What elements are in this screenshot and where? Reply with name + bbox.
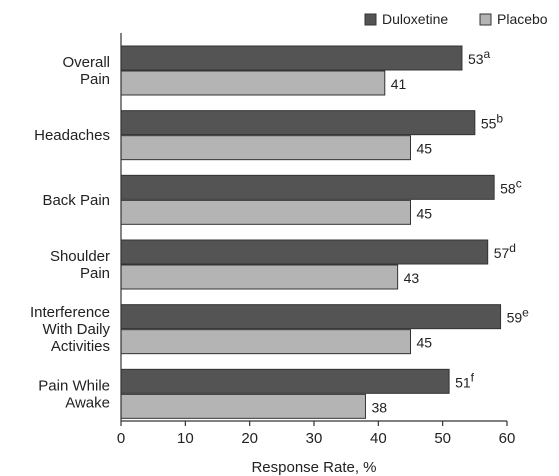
bar-duloxetine-4 [120, 304, 502, 330]
value-label-number: 43 [404, 270, 420, 286]
legend-swatch-0 [364, 13, 377, 26]
value-label-duloxetine-0: 53a [468, 47, 491, 67]
category-label-line: Shoulder [50, 248, 110, 265]
category-label-line: Overall [62, 54, 110, 71]
bar-placebo-3 [120, 264, 399, 290]
value-label-placebo-5: 38 [371, 399, 387, 415]
value-label-superscript: d [509, 241, 516, 255]
value-label-superscript: c [516, 176, 522, 190]
value-label-number: 58 [500, 180, 516, 196]
category-label-1: Headaches [34, 127, 110, 144]
category-label-line: Activities [51, 338, 110, 355]
category-label-0: Overall Pain [62, 54, 110, 88]
value-label-duloxetine-3: 57d [494, 241, 516, 261]
bar-placebo-1 [120, 135, 411, 161]
bar-duloxetine-3 [120, 239, 489, 265]
value-label-placebo-4: 45 [417, 335, 433, 351]
category-label-line: Interference [30, 304, 110, 321]
bar-placebo-4 [120, 329, 411, 355]
category-label-line: Pain While [38, 377, 110, 394]
legend-label-0: Duloxetine [382, 11, 448, 27]
bar-duloxetine-0 [120, 45, 463, 71]
value-label-number: 38 [371, 399, 387, 415]
x-axis-title: Response Rate, % [251, 459, 376, 476]
category-label-line: Pain [80, 265, 110, 282]
bar-placebo-0 [120, 70, 386, 96]
value-label-duloxetine-1: 55b [481, 112, 504, 132]
category-label-4: Interference With Daily Activities [30, 304, 111, 355]
x-tick-label-6: 60 [499, 430, 516, 447]
value-label-placebo-0: 41 [391, 76, 407, 92]
chart-legend: Duloxetine Placebo [364, 11, 548, 27]
x-tick-label-4: 40 [370, 430, 387, 447]
category-label-line: Awake [65, 394, 110, 411]
value-label-superscript: f [471, 370, 475, 384]
value-label-number: 45 [417, 335, 433, 351]
bar-duloxetine-2 [120, 174, 495, 200]
bar-placebo-5 [120, 393, 366, 419]
category-label-line: Headaches [34, 127, 110, 144]
category-label-line: Back Pain [42, 192, 110, 209]
category-label-3: Shoulder Pain [50, 248, 110, 282]
bar-duloxetine-5 [120, 368, 450, 394]
value-label-placebo-3: 43 [404, 270, 420, 286]
x-tick-label-5: 50 [434, 430, 451, 447]
value-label-placebo-2: 45 [417, 205, 433, 221]
value-label-placebo-1: 45 [417, 141, 433, 157]
value-label-number: 53 [468, 51, 484, 67]
bars-group: 53a 41 55b 45 58c 45 57d 43 59e 45 51f 38 [120, 45, 530, 419]
value-label-number: 41 [391, 76, 407, 92]
value-label-number: 45 [417, 205, 433, 221]
value-label-duloxetine-4: 59e [507, 306, 530, 326]
category-label-5: Pain While Awake [38, 377, 110, 411]
value-label-superscript: a [484, 47, 491, 61]
value-label-superscript: e [522, 306, 529, 320]
x-tick-label-0: 0 [117, 430, 125, 447]
x-tick-label-2: 20 [241, 430, 258, 447]
value-label-number: 51 [455, 374, 471, 390]
x-tick-label-1: 10 [177, 430, 194, 447]
x-axis: 0 10 20 30 40 50 60 [117, 33, 516, 447]
value-label-superscript: b [496, 112, 503, 126]
value-label-number: 59 [507, 310, 523, 326]
value-label-number: 57 [494, 245, 510, 261]
bar-duloxetine-1 [120, 110, 476, 136]
value-label-duloxetine-5: 51f [455, 370, 475, 390]
category-label-line: Pain [80, 71, 110, 88]
bar-placebo-2 [120, 199, 411, 225]
value-label-duloxetine-2: 58c [500, 176, 522, 196]
value-label-number: 55 [481, 116, 497, 132]
legend-label-1: Placebo [497, 11, 548, 27]
legend-swatch-1 [479, 13, 492, 26]
x-tick-label-3: 30 [306, 430, 323, 447]
category-label-2: Back Pain [42, 192, 110, 209]
category-label-line: With Daily [42, 321, 110, 338]
value-label-number: 45 [417, 141, 433, 157]
